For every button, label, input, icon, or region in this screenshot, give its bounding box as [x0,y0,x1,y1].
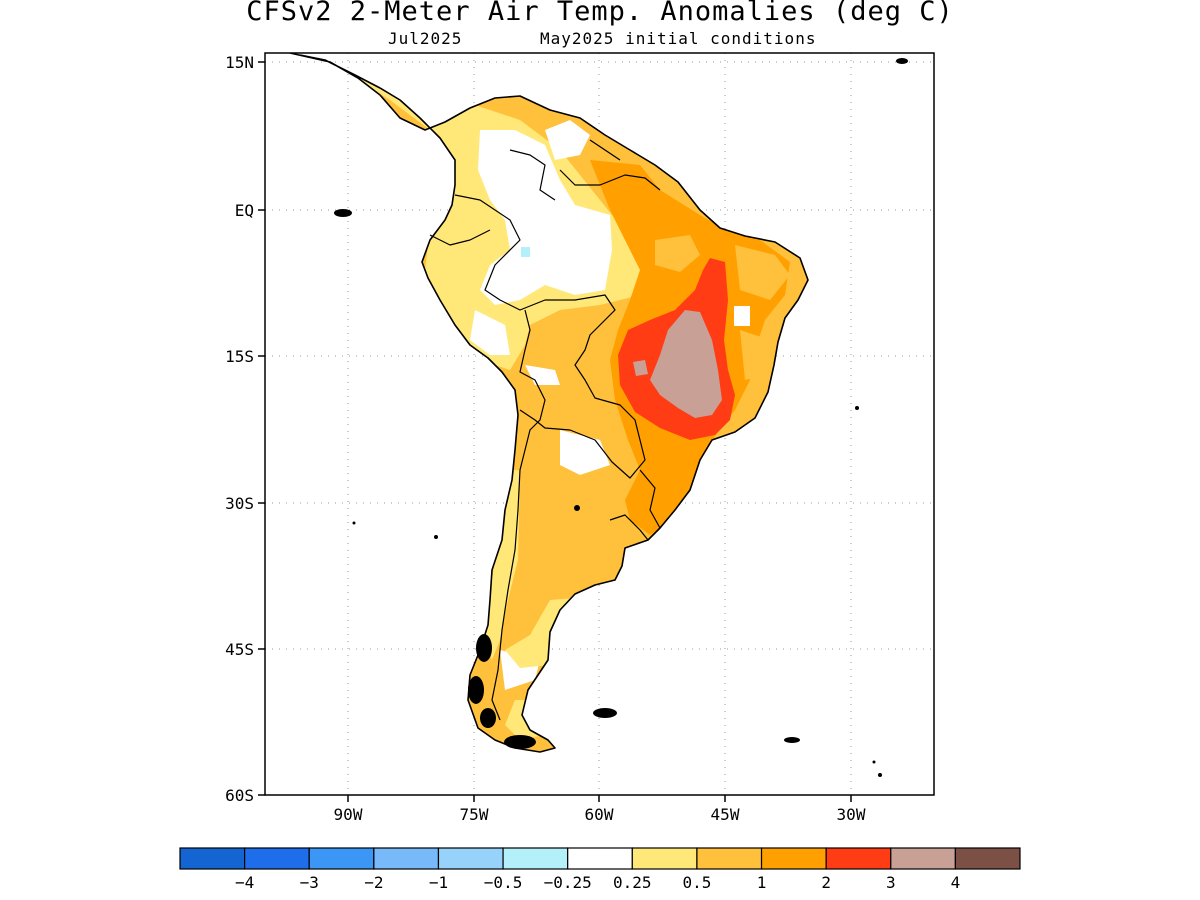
initial-conditions: May2025 initial conditions [540,29,817,48]
colorbar-label: −4 [235,873,254,892]
colorbar-swatch [567,847,633,870]
lon-label-30w: 30W [837,805,866,824]
lon-label-45w: 45W [711,805,740,824]
colorbar-label: −2 [364,873,383,892]
colorbar-swatch [179,847,246,870]
colorbar-label: 0.5 [682,873,711,892]
lat-label-30s: 30S [225,494,254,513]
map-title: CFSv2 2-Meter Air Temp. Anomalies (deg C… [246,0,954,27]
colorbar-label: 2 [821,873,831,892]
colorbar-swatch [373,847,440,870]
colorbar-swatch [954,847,1021,870]
lon-label-90w: 90W [334,805,363,824]
colorbar-label: −0.25 [544,873,592,892]
colorbar-label: 4 [951,873,961,892]
colorbar-label: 1 [757,873,767,892]
colorbar-swatch [308,847,375,870]
forecast-month: Jul2025 [388,29,463,48]
colorbar-swatch [502,847,569,870]
lat-label-15s: 15S [225,347,254,366]
colorbar: −4 −3 −2 −1 −0.5 −0.25 0.25 0.5 1 2 3 4 [179,847,1021,892]
colorbar-label: −3 [300,873,319,892]
lat-label-60s: 60S [225,786,254,805]
coastlines [289,53,809,753]
colorbar-swatch [244,847,310,870]
lon-label-60w: 60W [585,805,614,824]
colorbar-swatch [437,847,504,870]
lat-label-eq: EQ [235,201,254,220]
colorbar-swatch [631,847,698,870]
lat-label-45s: 45S [225,640,254,659]
lat-label-15n: 15N [225,53,254,72]
colorbar-swatch [760,847,827,870]
lon-label-75w: 75W [460,805,489,824]
colorbar-label: 0.25 [613,873,652,892]
islands [334,58,908,777]
colorbar-label: −1 [429,873,448,892]
colorbar-swatch [696,847,763,870]
colorbar-label: 3 [886,873,896,892]
lat-axis [258,61,265,796]
lon-axis [347,795,852,802]
colorbar-label: −0.5 [484,873,523,892]
colorbar-swatch [825,847,892,870]
colorbar-swatch [890,847,956,870]
